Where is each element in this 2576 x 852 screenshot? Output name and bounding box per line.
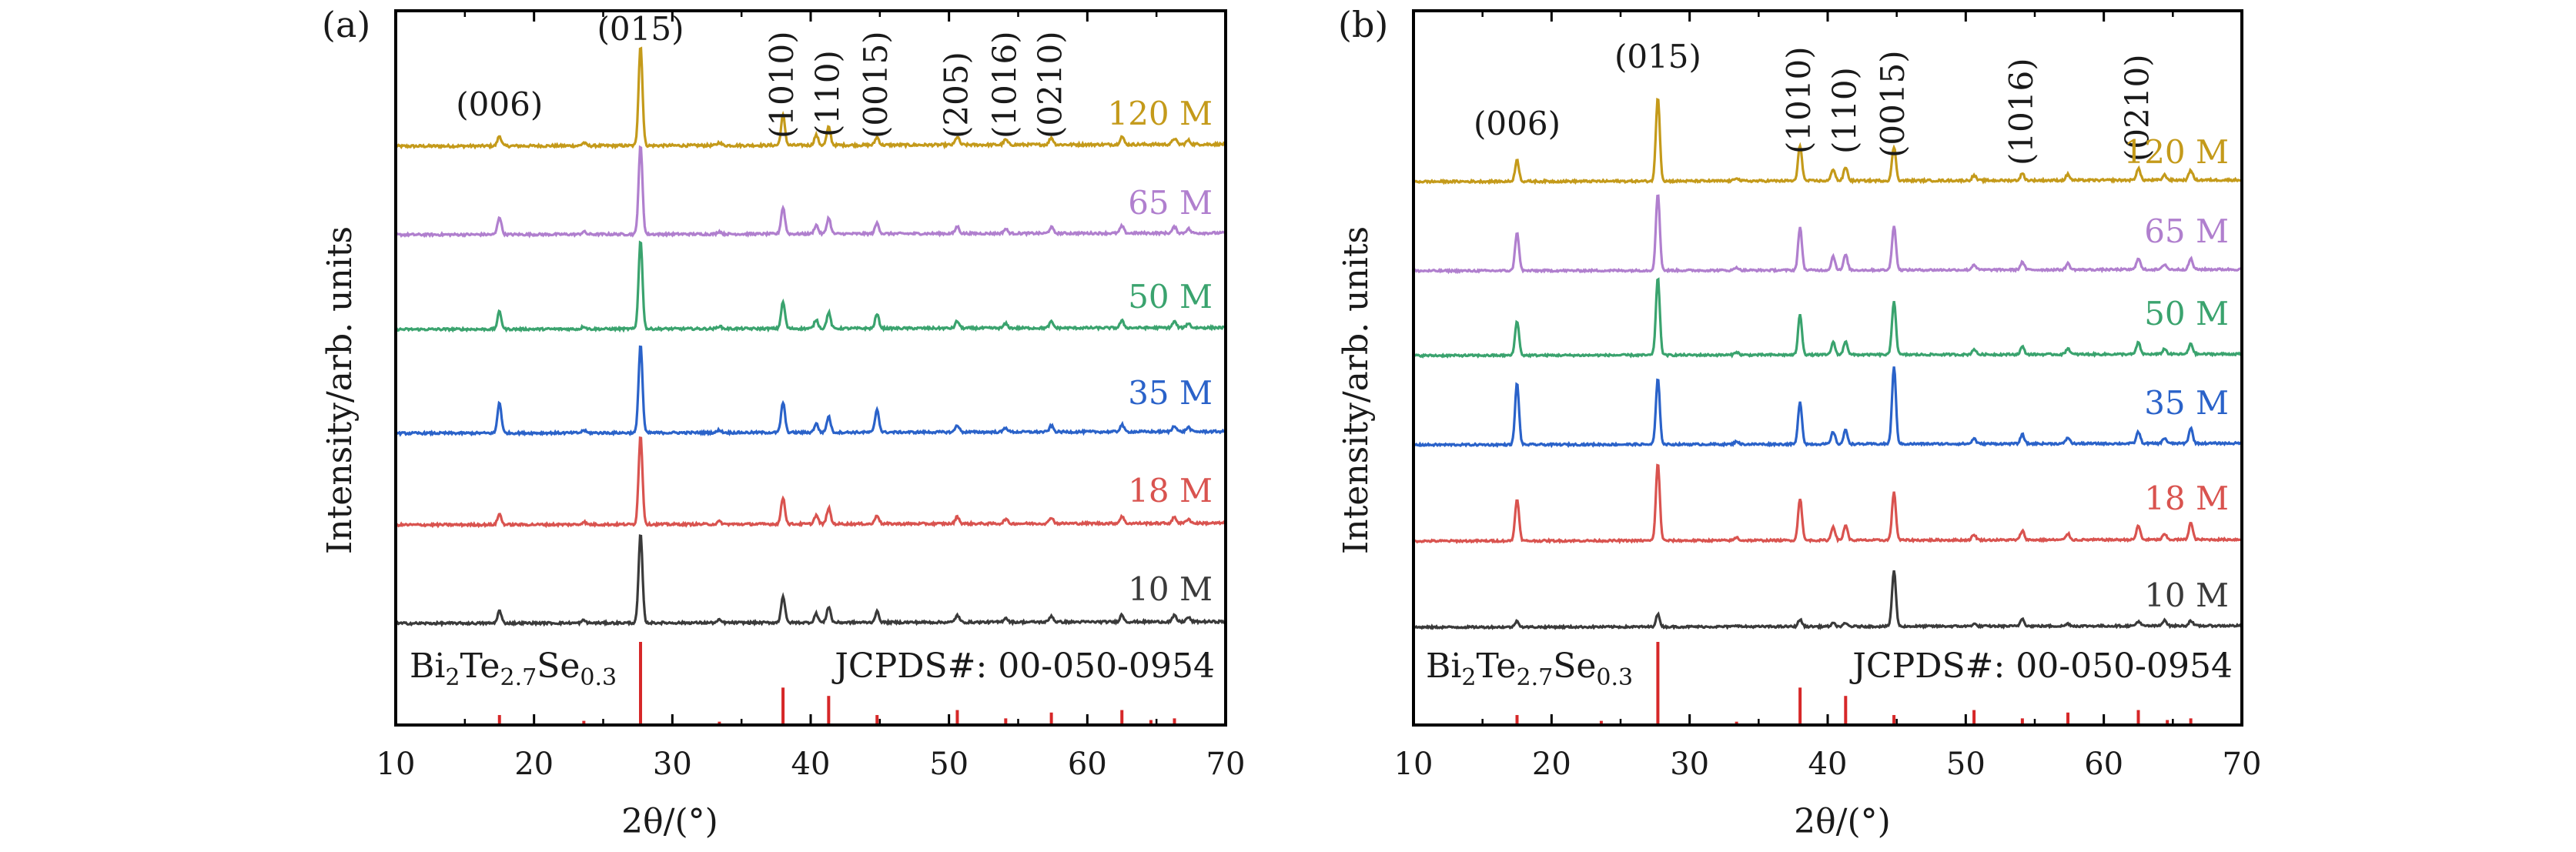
trace-50-m — [396, 242, 1226, 330]
panel-a-sample-labels: 120 M 65 M 50 M 35 M 18 M 10 M — [1107, 95, 1213, 608]
x-tick-label: 50 — [1946, 747, 1986, 782]
sample-label: 65 M — [2144, 212, 2229, 250]
x-tick-label: 30 — [653, 747, 692, 782]
peak-label: (205) — [937, 52, 975, 139]
peak-label: (0210) — [1032, 31, 1069, 139]
panel-a-ref-formula: Bi2Te2.7Se0.3 — [410, 647, 617, 691]
x-tick-label: 10 — [376, 747, 416, 782]
trace-18-m — [396, 438, 1226, 526]
panel-b-label: (b) — [1338, 4, 1388, 45]
x-tick-label: 60 — [1068, 747, 1107, 782]
peak-label: (0015) — [857, 31, 895, 139]
panel-a-label: (a) — [322, 4, 370, 45]
sample-label: 18 M — [2144, 479, 2229, 517]
peak-label: (1010) — [1780, 46, 1818, 154]
trace-35-m — [1413, 366, 2242, 446]
x-tick-label: 40 — [791, 747, 831, 782]
sample-label: 120 M — [1107, 95, 1213, 132]
xrd-figure-canvas: (a) Intensity/arb. units 2θ/(°) (006) (01… — [0, 0, 2576, 848]
peak-label: (1010) — [763, 31, 801, 139]
peak-label: (1016) — [985, 31, 1023, 139]
x-tick-label: 20 — [1532, 747, 1571, 782]
panel-b-peak-labels: (006)(015) (1010) (110) (0015) (1016) (0210) — [1474, 38, 2156, 165]
peak-label: (0015) — [1874, 50, 1912, 158]
panel-b-ref-formula: Bi2Te2.7Se0.3 — [1426, 647, 1633, 691]
sample-label: 50 M — [2144, 295, 2229, 332]
peak-label: (1016) — [2002, 58, 2040, 165]
panel-b: (b) Intensity/arb. units 2θ/(°) (006) (01… — [1337, 4, 2261, 841]
panel-a-ylabel: Intensity/arb. units — [320, 226, 360, 554]
trace-50-m — [1413, 279, 2242, 356]
trace-65-m — [396, 147, 1226, 236]
panel-a: (a) Intensity/arb. units 2θ/(°) (006) (01… — [320, 4, 1245, 841]
x-tick-label: 20 — [514, 747, 554, 782]
peak-label: (006) — [1474, 105, 1561, 142]
trace-10-m — [396, 536, 1226, 624]
x-tick-label: 60 — [2084, 747, 2123, 782]
sample-label: 18 M — [1128, 472, 1213, 510]
trace-35-m — [396, 347, 1226, 435]
peak-label: (110) — [808, 50, 846, 137]
panel-b-ref-card: JCPDS#: 00-050-0954 — [1849, 647, 2233, 686]
panel-b-sample-labels: 120 M 65 M 50 M 35 M 18 M 10 M — [2123, 133, 2229, 614]
peak-label: (015) — [597, 10, 684, 48]
peak-label: (006) — [456, 85, 543, 123]
x-tick-label: 70 — [1206, 747, 1246, 782]
sample-label: 35 M — [1128, 374, 1213, 412]
panel-b-xlabel: 2θ/(°) — [1794, 802, 1891, 841]
x-tick-label: 10 — [1394, 747, 1434, 782]
panel-a-xlabel: 2θ/(°) — [621, 802, 718, 841]
trace-18-m — [1413, 466, 2242, 543]
x-tick-label: 50 — [929, 747, 969, 782]
trace-65-m — [1413, 195, 2242, 272]
sample-label: 65 M — [1128, 184, 1213, 222]
sample-label: 120 M — [2123, 133, 2229, 171]
x-tick-label: 70 — [2223, 747, 2262, 782]
peak-label: (015) — [1614, 38, 1701, 75]
panel-b-traces — [1413, 99, 2242, 628]
panel-a-peak-labels: (006) (015) (1010) (110) (0015) (205) (1016) (0… — [456, 10, 1069, 139]
panel-b-ylabel: Intensity/arb. units — [1337, 226, 1376, 554]
sample-label: 35 M — [2144, 384, 2229, 422]
trace-10-m — [1413, 570, 2242, 628]
sample-label: 10 M — [1128, 570, 1213, 608]
sample-label: 50 M — [1128, 278, 1213, 316]
xrd-figure: (a) Intensity/arb. units 2θ/(°) (006) (01… — [0, 0, 2576, 848]
x-tick-label: 30 — [1670, 747, 1709, 782]
panel-a-ref-card: JCPDS#: 00-050-0954 — [831, 647, 1215, 686]
peak-label: (110) — [1825, 67, 1863, 154]
sample-label: 10 M — [2144, 576, 2229, 614]
x-tick-label: 40 — [1808, 747, 1848, 782]
